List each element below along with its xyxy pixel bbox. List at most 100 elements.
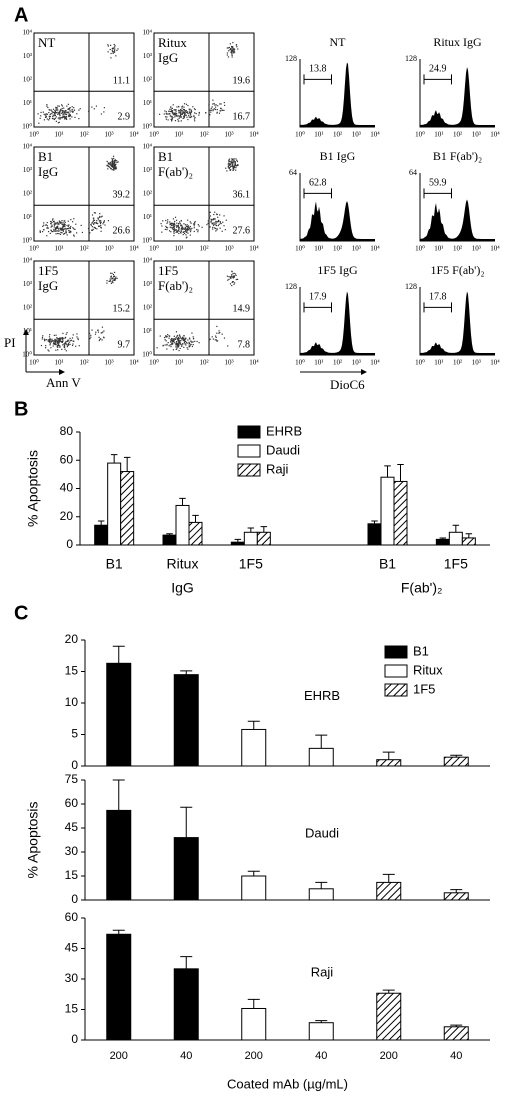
dot [187, 229, 189, 231]
plot-frame [153, 146, 255, 242]
dot [69, 115, 72, 117]
dot [102, 331, 104, 333]
dot [64, 348, 66, 350]
dot [52, 343, 55, 345]
dot [168, 230, 171, 232]
dot [229, 283, 232, 285]
dot [91, 229, 93, 231]
dot [180, 343, 182, 346]
x-tick-label: 10² [333, 359, 342, 367]
dot [180, 230, 182, 232]
dot [178, 221, 181, 223]
dot [107, 220, 110, 222]
x-tick-label: 10² [199, 131, 208, 139]
dot [56, 222, 58, 224]
dot [47, 339, 49, 341]
dot [107, 165, 109, 167]
plot-label: B1 [158, 149, 173, 164]
dot [178, 106, 180, 108]
dot [176, 344, 178, 346]
dot [72, 334, 74, 336]
dot [69, 109, 71, 111]
dot [55, 106, 57, 108]
dot [53, 334, 55, 336]
dot [66, 116, 68, 118]
dot [112, 168, 115, 170]
dot [185, 340, 187, 343]
y-tick-label: 10⁴ [143, 257, 153, 265]
dot [188, 108, 190, 110]
dot [166, 222, 168, 224]
error-bar [247, 527, 255, 533]
x-tick-label: 10² [333, 131, 342, 139]
gate-value: 59.9 [429, 178, 447, 189]
dot [236, 278, 239, 280]
dot [100, 216, 102, 218]
plot-label: NT [38, 35, 55, 50]
dot [115, 166, 117, 168]
dot [109, 279, 111, 281]
dot [186, 231, 188, 233]
dot [48, 109, 50, 111]
dot [184, 227, 187, 230]
dot [115, 168, 117, 170]
dot [187, 228, 189, 230]
dot [111, 280, 113, 283]
dot [73, 228, 75, 230]
dot [217, 340, 219, 342]
dot [232, 46, 234, 49]
dot [218, 223, 220, 225]
dot [110, 282, 112, 284]
dot [61, 107, 63, 110]
dot [67, 108, 69, 111]
dot [66, 332, 68, 334]
dot [55, 120, 57, 122]
dot [180, 220, 182, 222]
dot [50, 229, 52, 232]
histogram-title: B1 F(ab')₂ [433, 149, 482, 163]
dot [87, 110, 90, 112]
y-tick-label: 10⁰ [22, 237, 32, 245]
y-max-label: 128 [405, 54, 417, 63]
dot [111, 165, 113, 167]
dot [102, 223, 104, 225]
dot [210, 107, 212, 109]
dot [191, 345, 194, 348]
dot [97, 329, 99, 331]
dot [209, 211, 211, 213]
dot [93, 223, 95, 225]
dot [74, 116, 76, 119]
dot [59, 346, 61, 348]
dot [93, 212, 96, 214]
dot [50, 109, 52, 111]
y-tick-label: 15 [65, 868, 79, 882]
dot [179, 343, 181, 345]
dot [174, 112, 176, 114]
dot [190, 109, 192, 111]
dot [192, 336, 194, 338]
dot [236, 160, 239, 163]
dot [231, 165, 233, 167]
dot [71, 108, 73, 111]
dot [201, 226, 203, 228]
dot [226, 275, 228, 277]
dot [183, 340, 185, 342]
dot [170, 341, 172, 343]
dot [219, 227, 221, 229]
dot [93, 226, 95, 229]
dot [217, 219, 220, 221]
dot [183, 346, 185, 348]
dot [98, 336, 100, 339]
dot [189, 338, 191, 340]
dot [170, 231, 172, 233]
dot [217, 216, 219, 218]
y-tick-label: 60 [65, 796, 79, 810]
bar [256, 531, 271, 546]
dot [193, 223, 196, 225]
dot [114, 277, 117, 279]
dot [185, 237, 187, 239]
error-bar [97, 520, 105, 526]
histogram-title: NT [330, 35, 347, 49]
x-tick-label: B1 [106, 556, 123, 572]
dot [60, 337, 62, 339]
